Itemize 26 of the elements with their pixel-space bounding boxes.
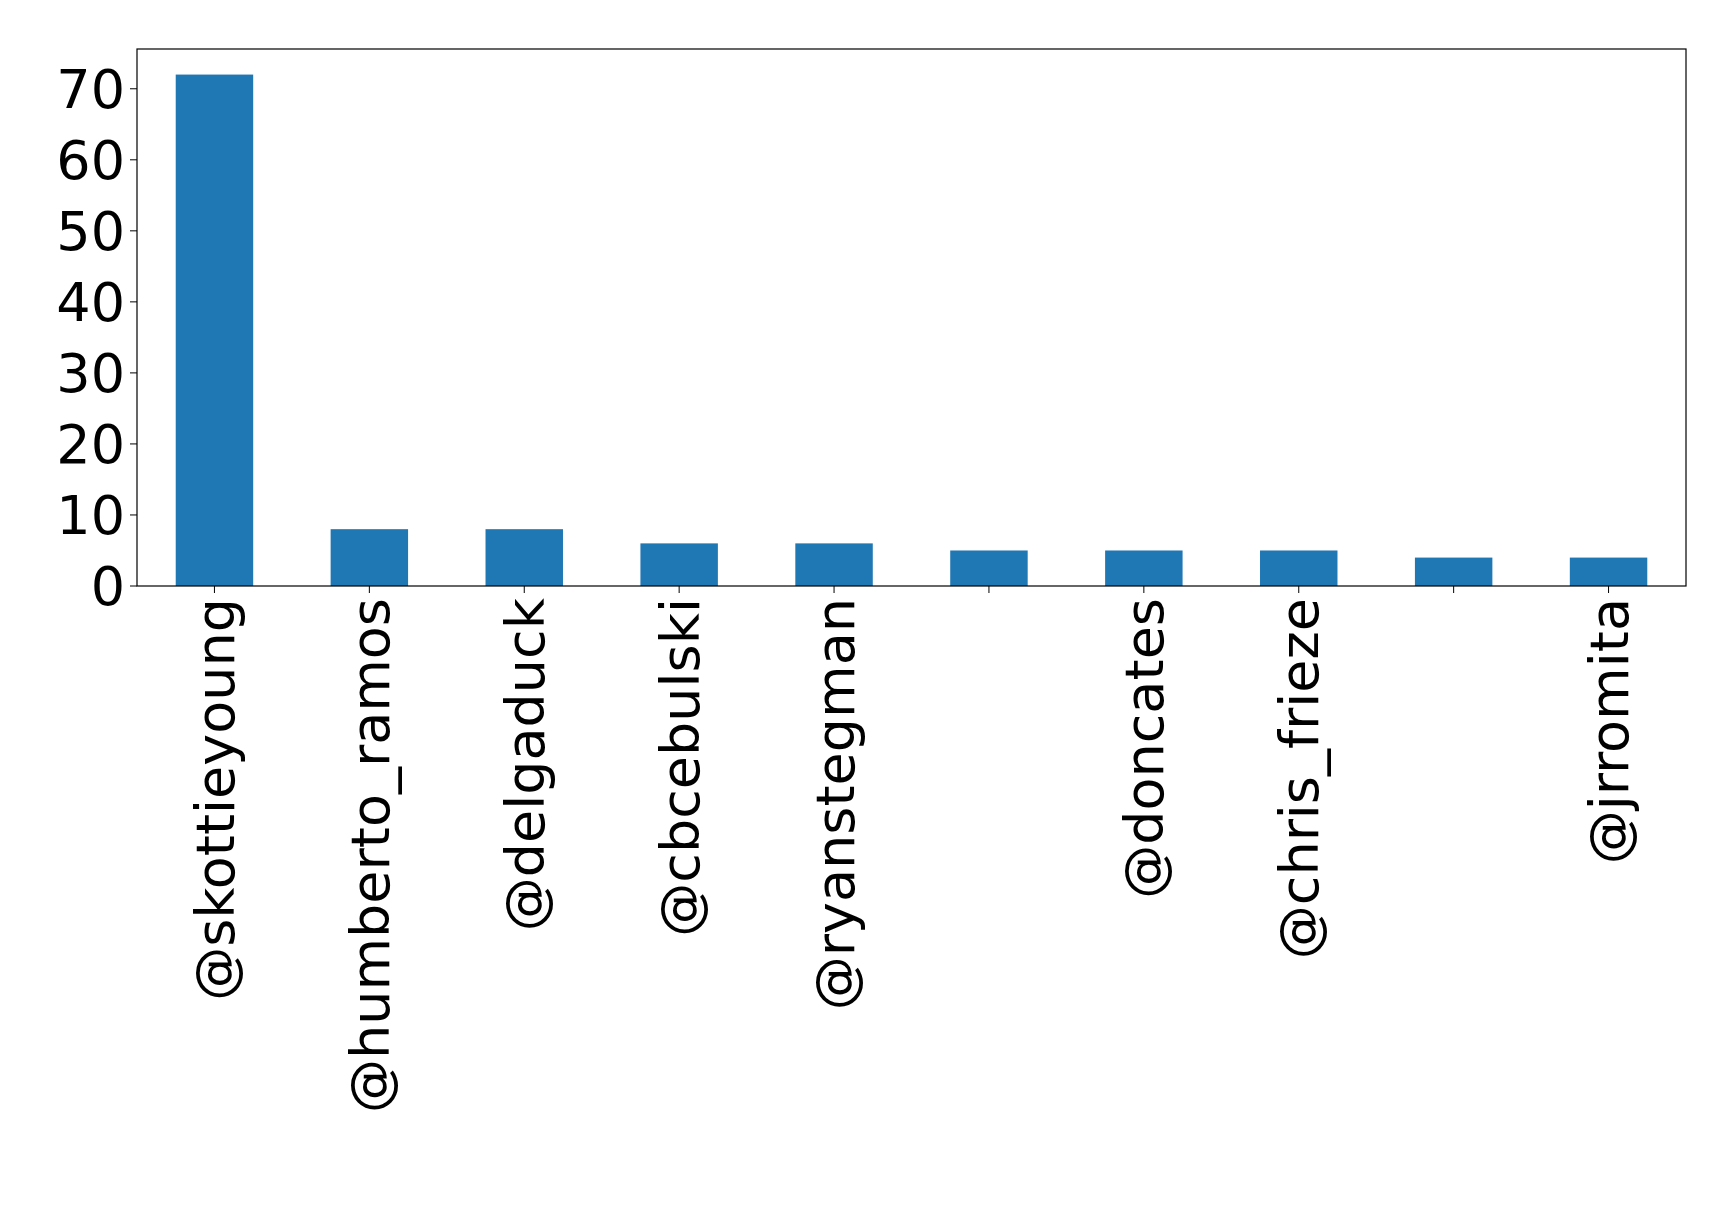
bar [485, 529, 563, 586]
y-tick-label: 60 [56, 129, 125, 193]
y-tick-label: 20 [56, 413, 125, 477]
bar [1105, 550, 1183, 586]
y-tick-label: 10 [56, 484, 125, 548]
y-tick-label: 50 [56, 200, 125, 264]
x-tick-label: @humberto_ramos [338, 598, 402, 1114]
bar [1260, 550, 1338, 586]
bar [950, 550, 1028, 586]
x-tick-label: @doncates [1113, 598, 1177, 899]
bar [330, 529, 409, 586]
bar [175, 74, 254, 586]
bar [1569, 557, 1648, 586]
y-tick-label: 30 [56, 342, 125, 406]
y-tick-label: 0 [90, 555, 125, 619]
y-tick-label: 70 [56, 58, 125, 122]
y-tick-label: 40 [56, 271, 125, 335]
x-tick-label: @chris_frieze [1268, 598, 1332, 960]
bar [1414, 557, 1493, 586]
bar [640, 543, 718, 586]
x-tick-label: @ryanstegman [803, 598, 867, 1011]
x-tick-label: @delgaduck [493, 597, 557, 932]
x-tick-label: @jrromita [1577, 598, 1641, 865]
x-tick-label: @skottieyoung [183, 598, 247, 1001]
x-tick-label: @cbcebulski [648, 598, 712, 937]
bar [795, 543, 873, 586]
